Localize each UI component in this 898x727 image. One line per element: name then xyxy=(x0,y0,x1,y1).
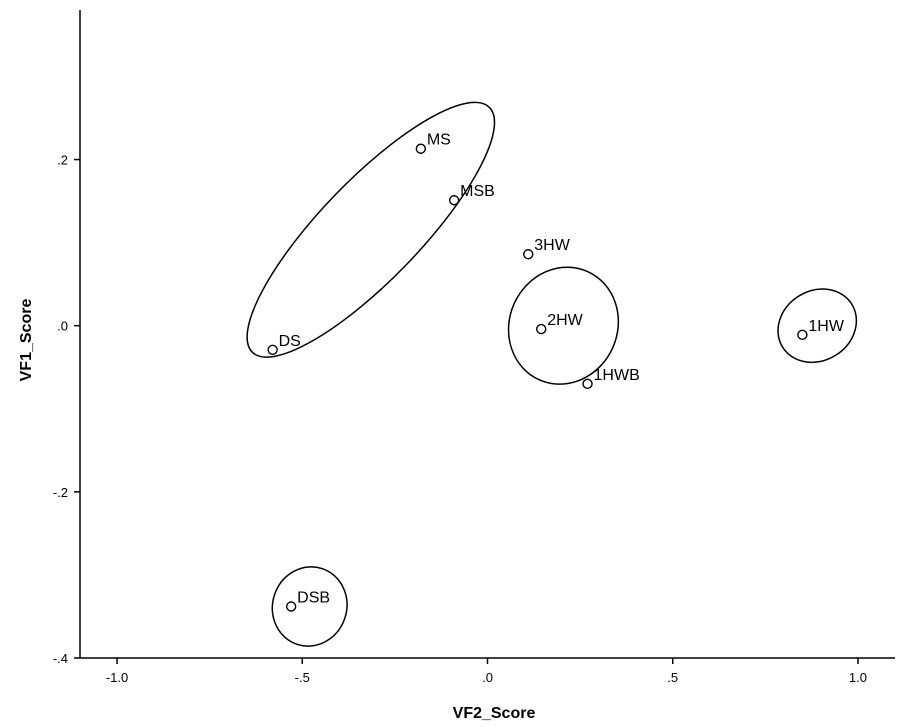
x-axis-title: VF2_Score xyxy=(453,705,536,722)
x-tick-label: .5 xyxy=(667,670,678,685)
cluster-ellipse xyxy=(271,566,348,647)
x-tick-label: 1.0 xyxy=(849,670,867,685)
cluster-ellipse xyxy=(777,288,858,364)
point-label: 3HW xyxy=(534,237,570,254)
data-points: MS MSB DS 3HW 2HW 1HWB 1HW DSB xyxy=(267,132,845,612)
axes xyxy=(79,10,895,659)
point-label: 1HWB xyxy=(594,367,640,384)
data-point xyxy=(415,143,427,154)
data-point xyxy=(582,378,593,390)
y-tick-label: .2 xyxy=(57,153,68,168)
data-point xyxy=(523,249,534,260)
data-point xyxy=(448,195,460,206)
cluster-ellipse xyxy=(246,101,496,358)
data-point xyxy=(285,601,297,612)
point-label: 1HW xyxy=(808,318,844,335)
y-tick-label: .0 xyxy=(57,319,68,334)
cluster-ellipse xyxy=(507,266,620,385)
point-label: MSB xyxy=(460,183,495,200)
point-label: DSB xyxy=(297,589,330,606)
x-axis-ticks: -1.0 -.5 .0 .5 1.0 xyxy=(106,658,867,685)
data-point xyxy=(797,329,808,341)
y-tick-label: -.4 xyxy=(53,651,68,666)
y-axis-ticks: .2 .0 -.2 -.4 xyxy=(53,153,80,666)
y-axis-title: VF1_Score xyxy=(18,299,35,382)
data-point xyxy=(536,323,547,335)
x-tick-label: -1.0 xyxy=(106,670,128,685)
y-tick-label: -.2 xyxy=(53,485,68,500)
cluster-ellipses xyxy=(246,101,858,647)
point-label: DS xyxy=(279,333,301,350)
point-label: 2HW xyxy=(547,312,583,329)
point-label: MS xyxy=(427,132,451,149)
x-tick-label: -.5 xyxy=(295,670,310,685)
x-tick-label: .0 xyxy=(482,670,493,685)
data-point xyxy=(267,344,278,355)
